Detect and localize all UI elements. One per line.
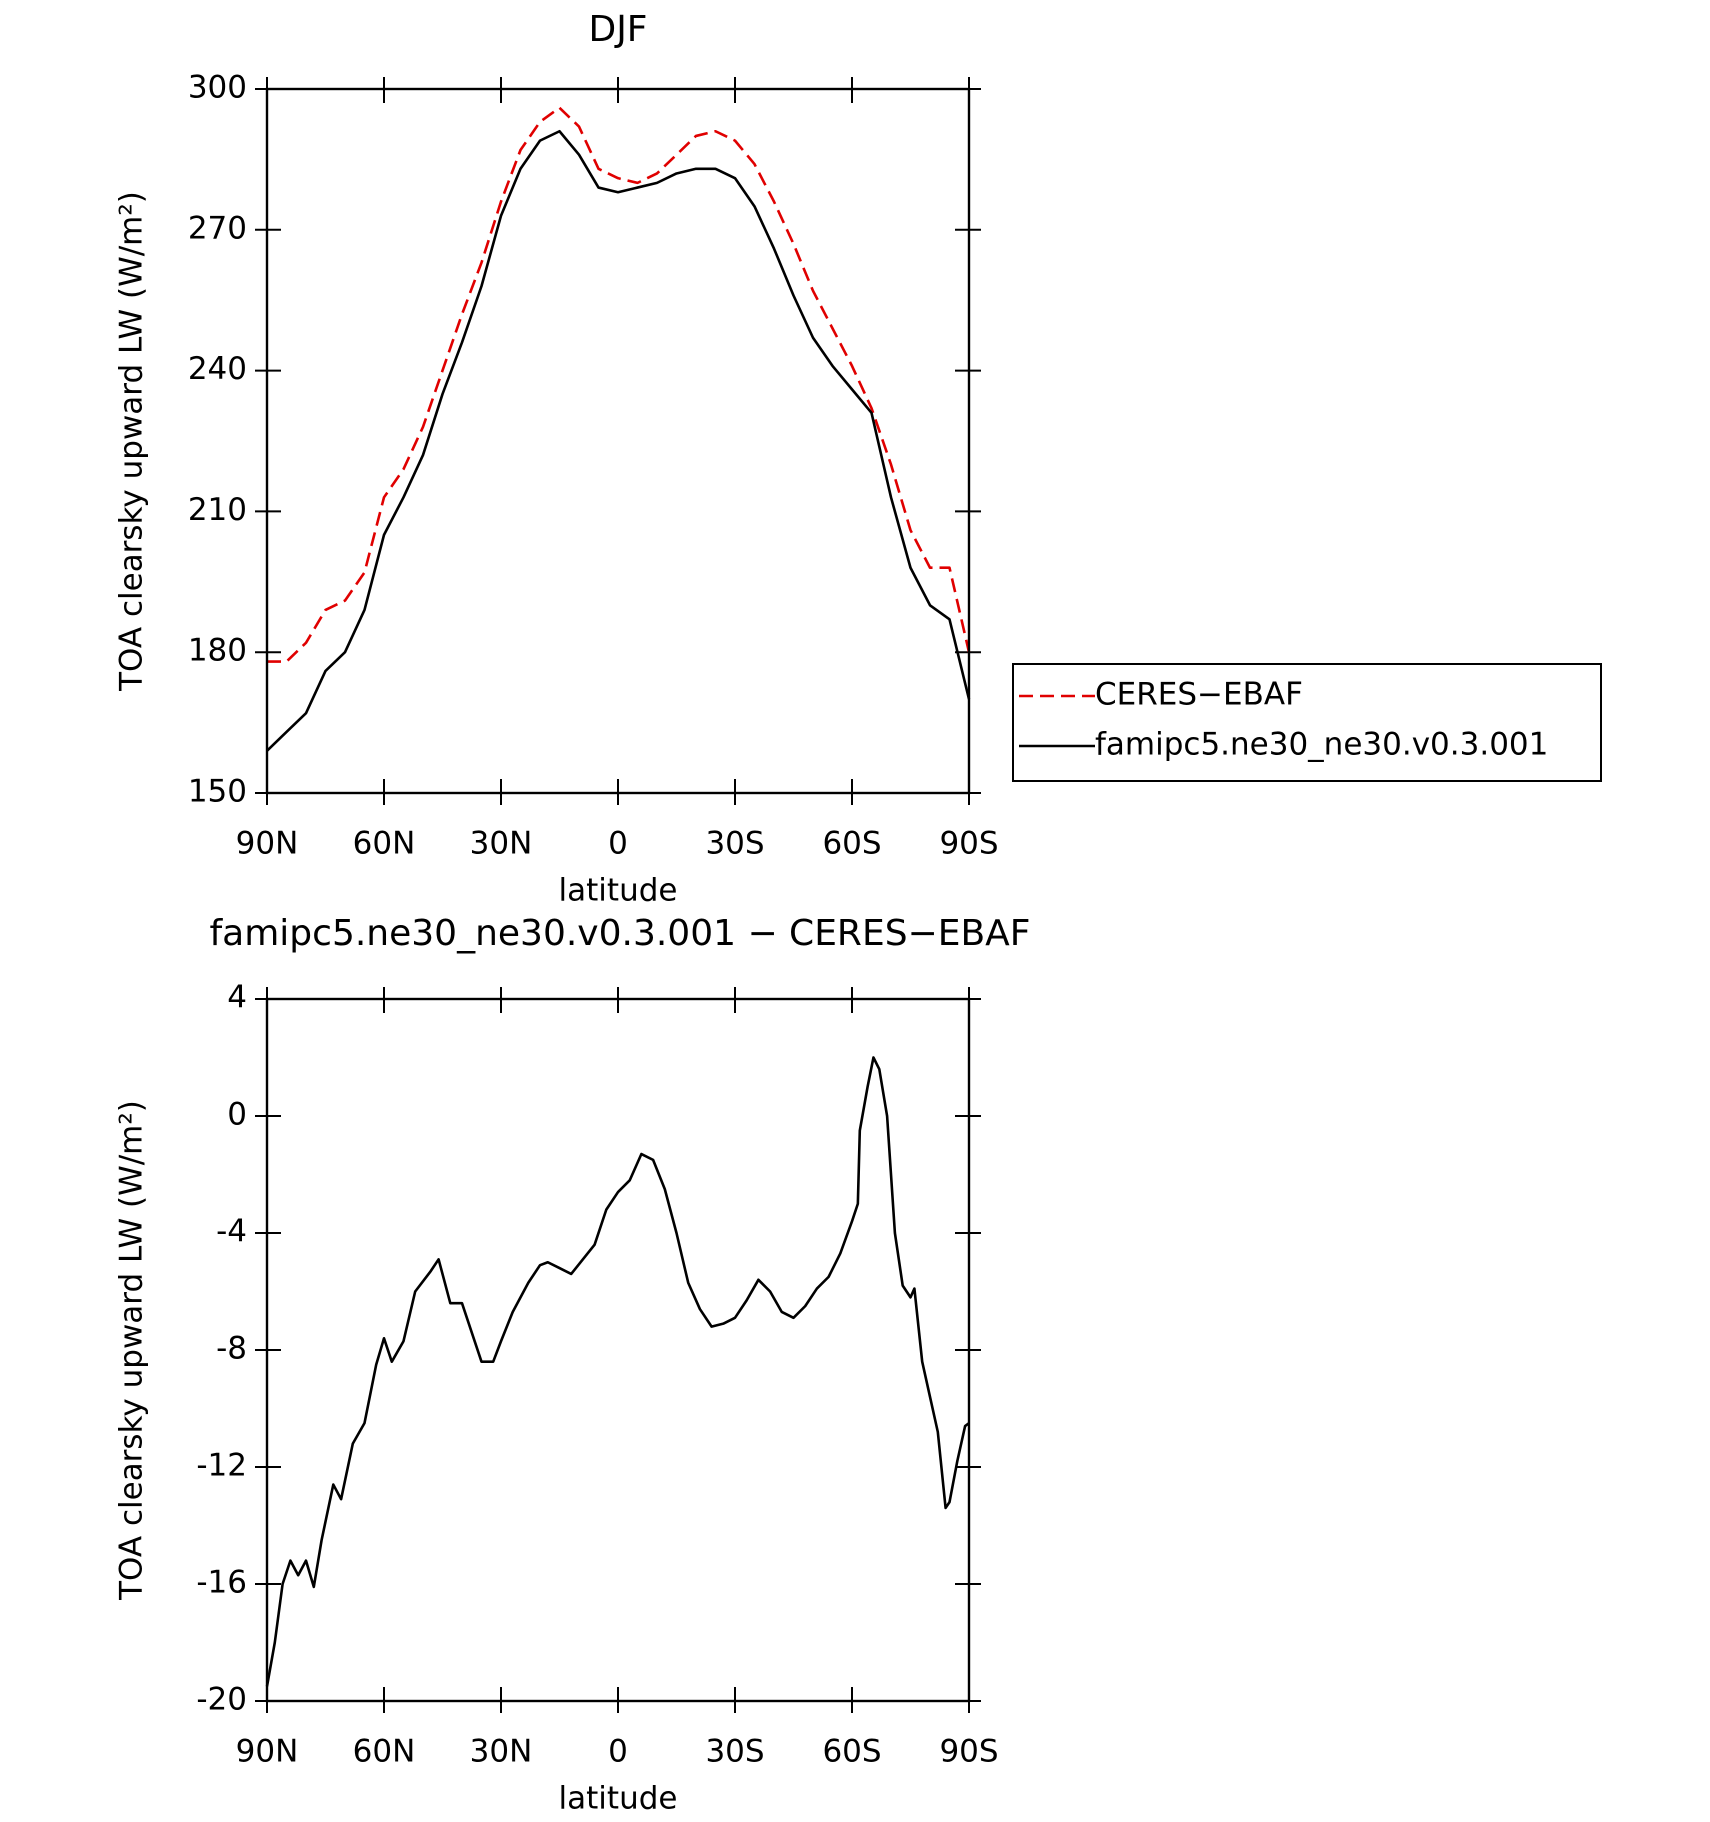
x-axis-label: latitude	[559, 1781, 678, 1817]
data-line	[267, 106, 971, 663]
y-tick-label: -12	[196, 1448, 247, 1484]
x-tick-label: 90N	[236, 826, 299, 862]
y-tick-label: -16	[196, 1565, 247, 1601]
legend-label: famipc5.ne30_ne30.v0.3.001	[1095, 727, 1548, 763]
chart-title: famipc5.ne30_ne30.v0.3.001 − CERES−EBAF	[210, 913, 1031, 954]
y-tick-label: 4	[227, 980, 247, 1016]
y-tick-label: 300	[188, 70, 247, 106]
y-tick-label: -20	[196, 1682, 247, 1718]
x-tick-label: 90S	[939, 826, 998, 862]
chart-title: DJF	[588, 9, 647, 50]
x-tick-label: 60S	[822, 826, 881, 862]
x-tick-label: 90S	[939, 1734, 998, 1770]
x-axis-label: latitude	[559, 873, 678, 909]
y-tick-label: -8	[216, 1331, 247, 1367]
data-line	[265, 1056, 970, 1687]
y-tick-label: 240	[188, 351, 247, 387]
x-tick-label: 60S	[822, 1734, 881, 1770]
y-axis-label: TOA clearsky upward LW (W/m²)	[114, 1100, 150, 1601]
y-tick-label: 210	[188, 492, 247, 528]
plot-frame	[265, 997, 971, 1703]
plot-frame	[265, 87, 971, 795]
legend-box	[1012, 663, 1602, 782]
y-tick-label: 0	[227, 1097, 247, 1133]
x-tick-label: 60N	[353, 826, 416, 862]
x-tick-label: 60N	[353, 1734, 416, 1770]
y-tick-label: 150	[188, 774, 247, 810]
x-tick-label: 30S	[705, 1734, 764, 1770]
x-tick-label: 0	[608, 1734, 628, 1770]
y-tick-label: 270	[188, 210, 247, 246]
y-tick-label: 180	[188, 633, 247, 669]
x-tick-label: 30S	[705, 826, 764, 862]
y-axis-label: TOA clearsky upward LW (W/m²)	[114, 191, 150, 692]
y-tick-label: -4	[216, 1214, 247, 1250]
x-tick-label: 90N	[236, 1734, 299, 1770]
legend-label: CERES−EBAF	[1095, 677, 1303, 713]
x-tick-label: 30N	[470, 826, 533, 862]
x-tick-label: 0	[608, 826, 628, 862]
data-line	[266, 129, 971, 752]
x-tick-label: 30N	[470, 1734, 533, 1770]
